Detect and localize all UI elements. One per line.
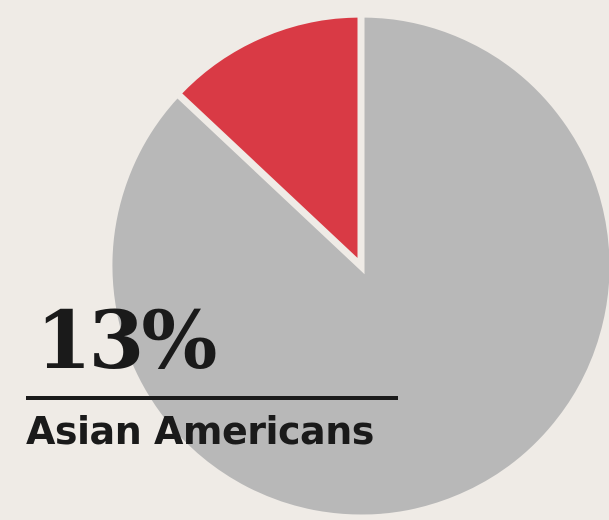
highlight-label-block: 13% Asian Americans (26, 300, 398, 450)
highlight-category-label: Asian Americans (26, 409, 374, 453)
pie-slice-asian-americans (172, 10, 365, 275)
label-divider (26, 396, 398, 400)
highlight-percentage: 13% (36, 293, 217, 387)
